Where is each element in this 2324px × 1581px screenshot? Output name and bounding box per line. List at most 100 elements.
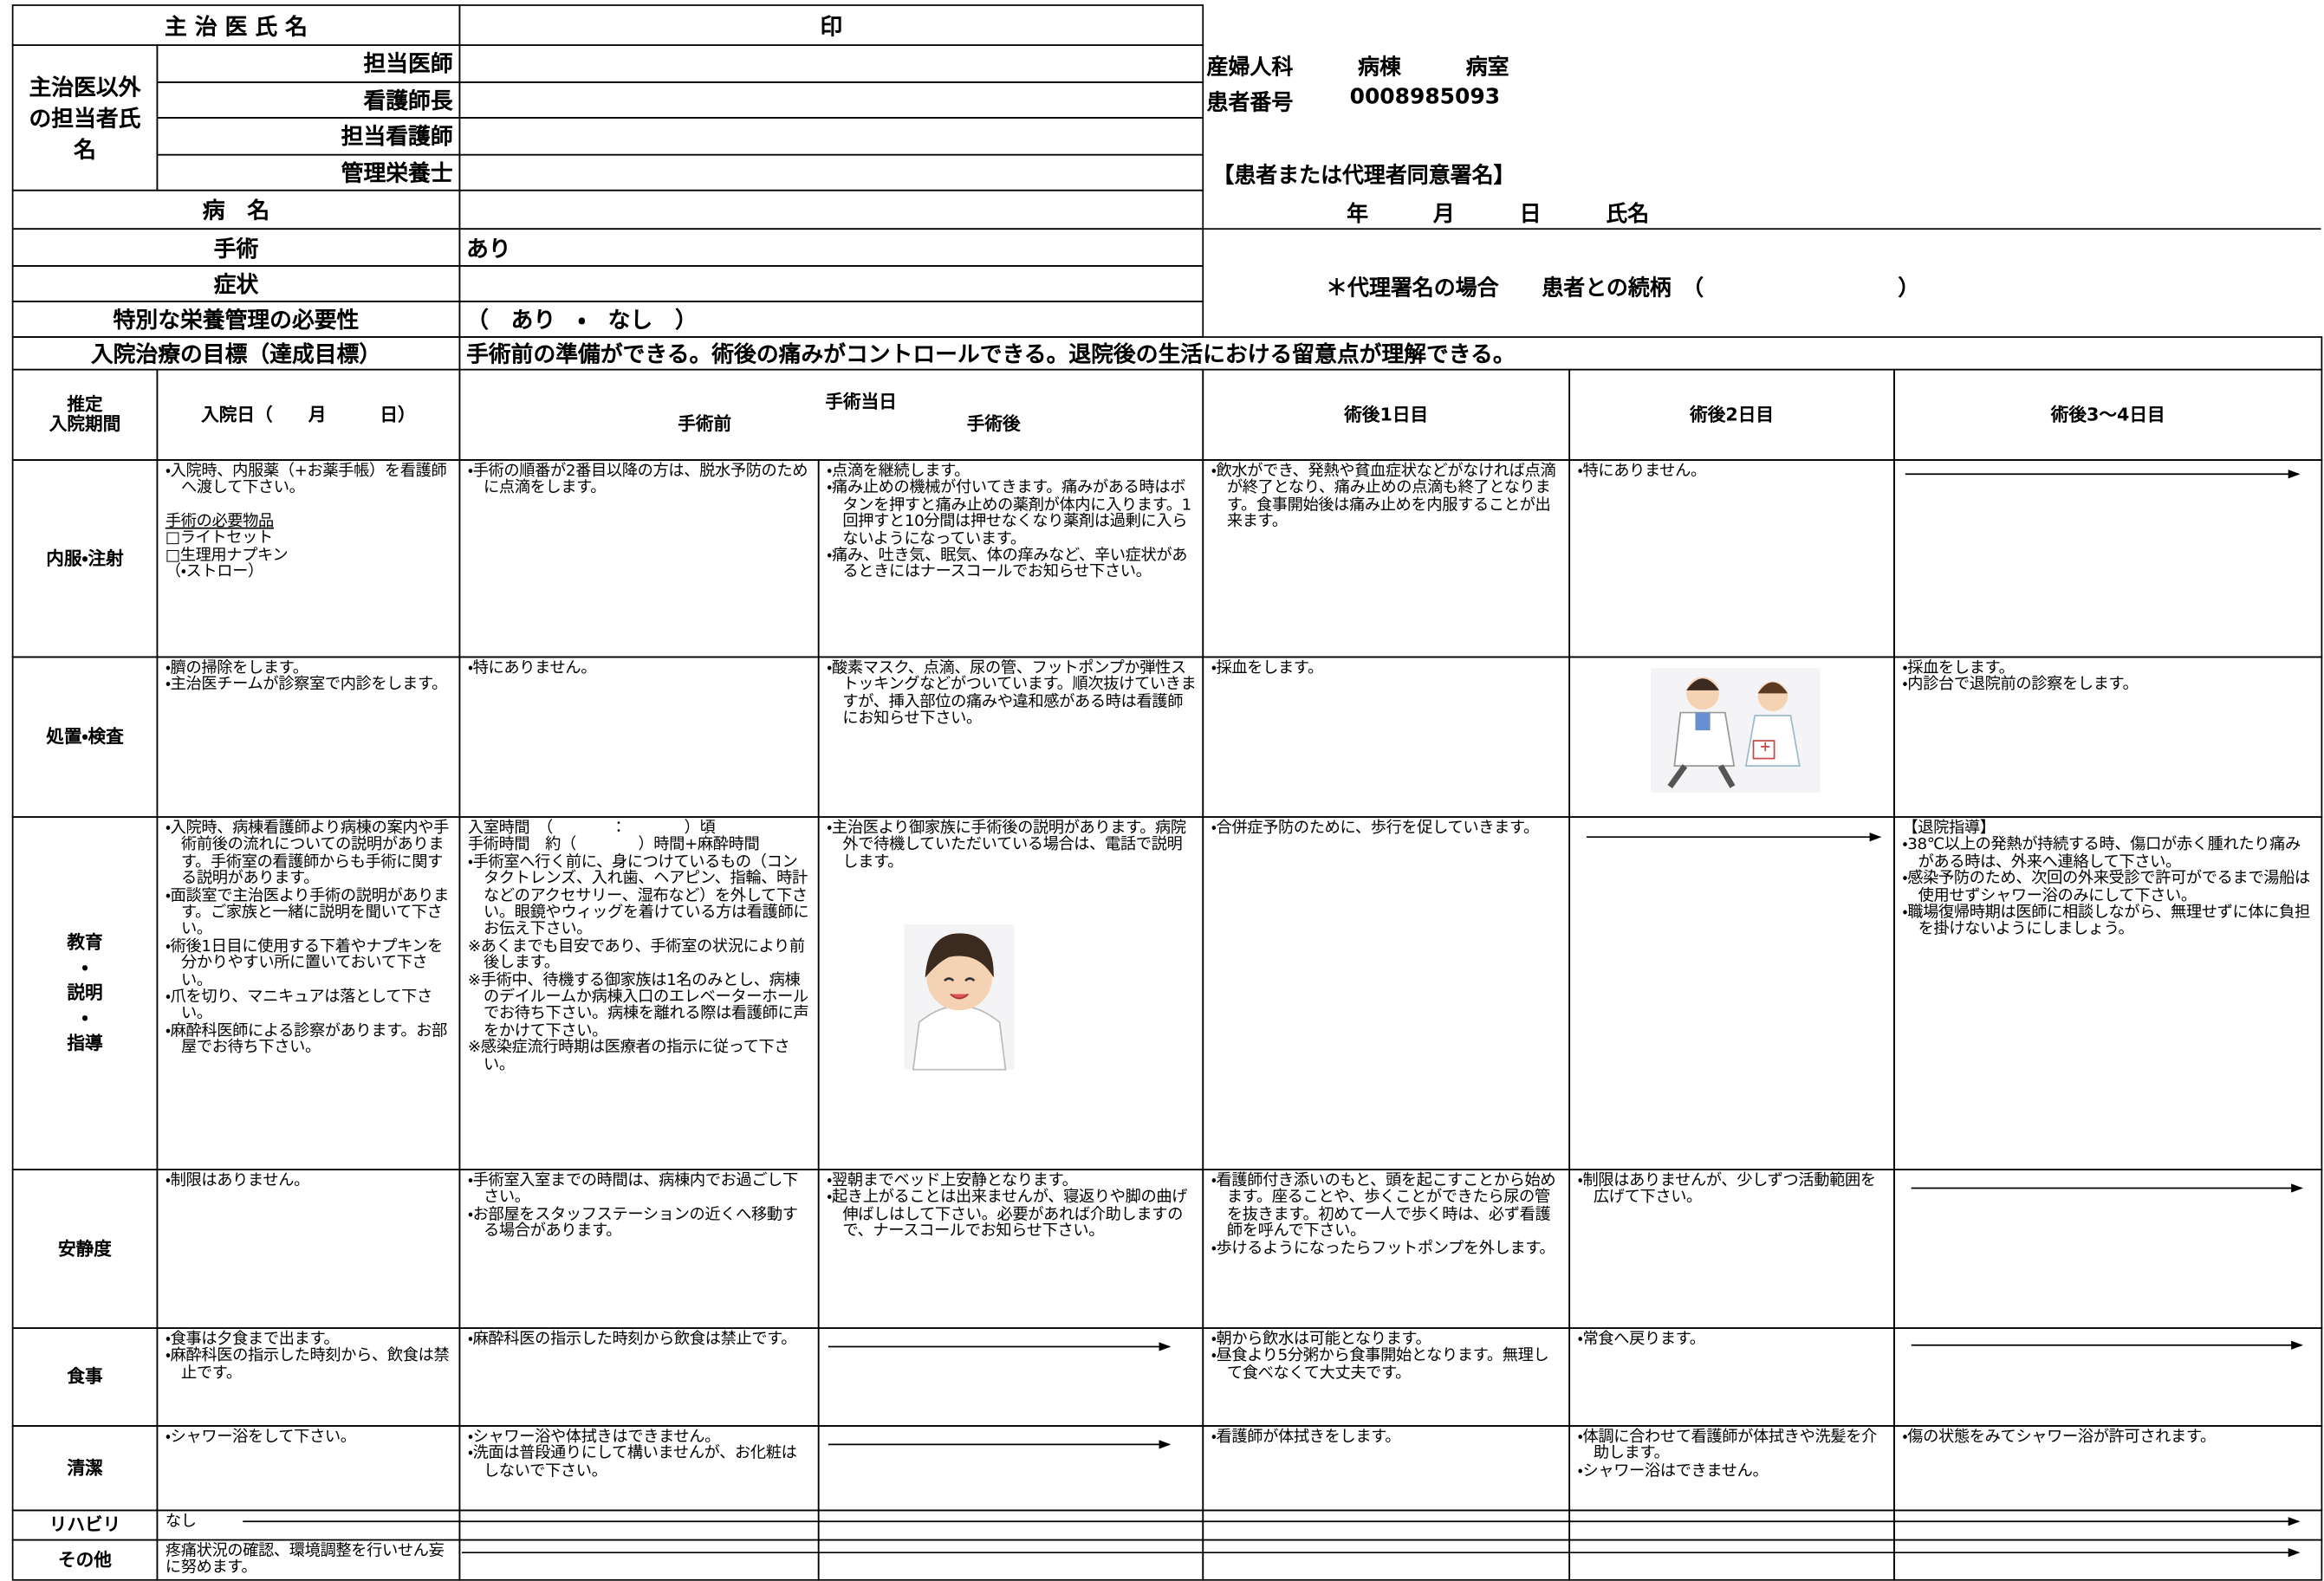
cell-line: □ライトセット [165, 528, 273, 548]
cell [817, 1327, 1204, 1427]
row-label: 安静度 [11, 1169, 159, 1329]
cell-line: ・麻酔科医の指示した時刻から、飲食は禁止です。 [165, 1347, 450, 1383]
period-label: 推定 入院期間 [11, 368, 159, 461]
staff-name-field [458, 152, 1204, 191]
cell [458, 1539, 820, 1581]
cell: ・臍の掃除をします。 ・主治医チームが診察室で内診をします。 [156, 656, 461, 818]
cell-line: ・痛み止めの機械が付いてきます。痛みがある時はボタンを押すと痛み止めの薬剤が体内… [827, 479, 1191, 548]
cell-line: 手術時間 約（ ）時間+麻酔時間 [467, 836, 760, 854]
cell-line: ・看護師付き添いのもと、頭を起こすことから始めます。座ることや、歩くことができた… [1211, 1171, 1556, 1241]
row-label: 手術 [11, 228, 461, 267]
row-label: リハビリ [11, 1509, 159, 1541]
cell-line: ・爪を切り、マニキュアは落として下さい。 [165, 988, 432, 1023]
cell-line: ・職場復帰時期は医師に相談しながら、無理せずに体に負担を掛けないようにしましょう… [1902, 904, 2310, 939]
post-op-header: 手術後 [966, 413, 1021, 435]
staff-role: 担当医師 [156, 44, 461, 82]
cell [1568, 816, 1895, 1170]
cell-line: ・飲水ができ、発熱や貧血症状などがなければ点滴が終了となり、痛み止めの点滴も終了… [1211, 462, 1556, 531]
day-header: 術後3～4日目 [1893, 368, 2323, 461]
cell-line: ・採血をします。 [1902, 658, 2015, 677]
cell-line: ・特にありません。 [1577, 462, 1707, 481]
cell-line: ・麻酔科医師による診察があります。お部屋でお待ち下さい。 [165, 1021, 447, 1057]
staff-role: 看護師長 [156, 81, 461, 119]
row-value: （ あり ・ なし ） [458, 301, 1204, 338]
pre-op-header: 手術前 [678, 413, 732, 435]
cell-line: ・手術の順番が2番目以降の方は、脱水予防のために点滴をします。 [467, 462, 808, 497]
cell: ・採血をします。 ・内診台で退院前の診察をします。 [1893, 656, 2323, 818]
surgery-day-header [458, 368, 1204, 461]
cell: ・採血をします。 [1202, 656, 1571, 818]
cell: ・入院時、病棟看護師より病棟の案内や手術前後の流れについての説明があります。手術… [156, 816, 461, 1170]
cell: 入室時間 （ ： ）頃 手術時間 約（ ）時間+麻酔時間 ・手術室へ行く前に、身につ… [458, 816, 820, 1170]
staff-group-label: 主治医以外の担当者氏名 [11, 44, 159, 191]
cell-line: ・歩けるようになったらフットポンプを外します。 [1211, 1239, 1555, 1258]
cell [458, 1509, 820, 1541]
cell: ・点滴を継続します。 ・痛み止めの機械が付いてきます。痛みがある時はボタンを押すと… [817, 459, 1204, 658]
cell: ・常食へ戻ります。 [1568, 1327, 1895, 1427]
cell [1568, 656, 1895, 818]
cell: ・制限はありません。 [156, 1169, 461, 1329]
consent-date-name: 年 月 日 氏名 [1347, 203, 1650, 227]
cell-line: ・内診台で退院前の診察をします。 [1902, 676, 2139, 695]
row-label: 処置・検査 [11, 656, 159, 818]
cell: ・酸素マスク、点滴、尿の管、フットポンプか弾性ストッキングなどがついています。順… [817, 656, 1204, 818]
cell-line: ・38℃以上の発熱が持続する時、傷口が赤く腫れたり痛みがある時は、外来へ連絡して… [1902, 836, 2301, 871]
cell-line: ・手術室へ行く前に、身につけているもの（コンタクトレンズ、入れ歯、ヘアピン、指輪… [467, 852, 809, 939]
cell [817, 1425, 1204, 1512]
row-label: 特別な栄養管理の必要性 [11, 301, 461, 338]
cell [1568, 1539, 1895, 1581]
cell: ・手術室入室までの時間は、病棟内でお過ごし下さい。 ・お部屋をスタッフステーション… [458, 1169, 820, 1329]
cell-line: ・シャワー浴をして下さい。 [165, 1428, 356, 1447]
ward: 産婦人科 病棟 病室 [1206, 55, 1509, 81]
cell [1202, 1539, 1571, 1581]
surgery-day: 手術当日 [825, 391, 897, 412]
cell [1893, 1327, 2323, 1427]
cell: 疼痛状況の確認、環境調整を行いせん妄に努めます。 [156, 1539, 461, 1581]
cell: ・傷の状態をみてシャワー浴が許可されます。 [1893, 1425, 2323, 1512]
row-label: その他 [11, 1539, 159, 1581]
cell-line: ※あくまでも目安であり、手術室の状況により前後します。 [467, 937, 805, 973]
cell-line: ・食事は夕食まで出ます。 [165, 1330, 340, 1349]
row-label: 内服・注射 [11, 459, 159, 658]
cell: ・合併症予防のために、歩行を促していきます。 [1202, 816, 1571, 1170]
cell-line: 【退院指導】 [1902, 819, 1996, 838]
cell-line: ・臍の掃除をします。 [165, 658, 308, 677]
staff-name-field [458, 117, 1204, 155]
cell-line: ・朝から飲水は可能となります。 [1211, 1330, 1431, 1349]
cell-line: ・お部屋をスタッフステーションの近くへ移動する場合があります。 [467, 1205, 798, 1241]
cell-line: ・麻酔科医の指示した時刻から飲食は禁止です。 [467, 1330, 797, 1349]
cell-line: 入室時間 （ ： ）頃 [467, 819, 716, 838]
cell-line: ・常食へ戻ります。 [1577, 1330, 1705, 1349]
cell-line: 疼痛状況の確認、環境調整を行いせん妄に努めます。 [165, 1542, 445, 1578]
cell: ・主治医より御家族に手術後の説明があります。病院外で待機していただいている場合は… [817, 816, 1204, 1170]
cell-line: ・感染予防のため、次回の外来受診で許可がでるまで湯船は使用せずシャワー浴のみにし… [1902, 870, 2310, 905]
admission-day: 入院日（ 月 日） [156, 368, 461, 461]
day-header: 術後1日目 [1202, 368, 1571, 461]
cell-line: ・点滴を継続します。 [827, 462, 970, 481]
cell: ・看護師付き添いのもと、頭を起こすことから始めます。座ることや、歩くことができた… [1202, 1169, 1571, 1329]
cell: ・制限はありませんが、少しずつ活動範囲を広げて下さい。 [1568, 1169, 1895, 1329]
cell-line: ・採血をします。 [1211, 658, 1323, 677]
cell-line: ※手術中、待機する御家族は1名のみとし、病棟のデイルームか病棟入口のエレベーター… [467, 971, 809, 1040]
seal: 印 [458, 4, 1204, 47]
cell-line: ・起き上がることは出来ませんが、寝返りや脚の曲げ伸ばしはして下さい。必要があれば… [827, 1189, 1188, 1241]
cell: ・シャワー浴をして下さい。 [156, 1425, 461, 1512]
cell-line: ・手術室入室までの時間は、病棟内でお過ごし下さい。 [467, 1171, 798, 1207]
cell [1893, 1509, 2323, 1541]
cell-line: なし [165, 1513, 197, 1531]
staff-role: 担当看護師 [156, 117, 461, 155]
row-label: 病 名 [11, 189, 461, 230]
cell: ・飲水ができ、発熱や貧血症状などがなければ点滴が終了となり、痛み止めの点滴も終了… [1202, 459, 1571, 658]
row-label: 症状 [11, 265, 461, 302]
goal-value: 手術前の準備ができる。術後の痛みがコントロールできる。退院後の生活における留意点… [458, 336, 2323, 371]
cell [1893, 1539, 2323, 1581]
cell-line: ・入院時、病棟看護師より病棟の案内や手術前後の流れについての説明があります。手術… [165, 819, 449, 888]
cell: ・体調に合わせて看護師が体拭きや洗髪を介助します。 ・シャワー浴はできません。 [1568, 1425, 1895, 1512]
cell-line: ・シャワー浴や体拭きはできません。 [467, 1428, 721, 1447]
cell-line: ・傷の状態をみてシャワー浴が許可されます。 [1902, 1428, 2216, 1447]
cell-line: ・翌朝までベッド上安静となります。 [827, 1171, 1078, 1190]
cell: ・入院時、内服薬（+お薬手帳）を看護師へ渡して下さい。 手術の必要物品 □ライトセッ… [156, 459, 461, 658]
cell: ・シャワー浴や体拭きはできません。 ・洗面は普段通りにして構いませんが、お化粧はし… [458, 1425, 820, 1512]
cell-line: （・ストロー） [165, 562, 263, 581]
